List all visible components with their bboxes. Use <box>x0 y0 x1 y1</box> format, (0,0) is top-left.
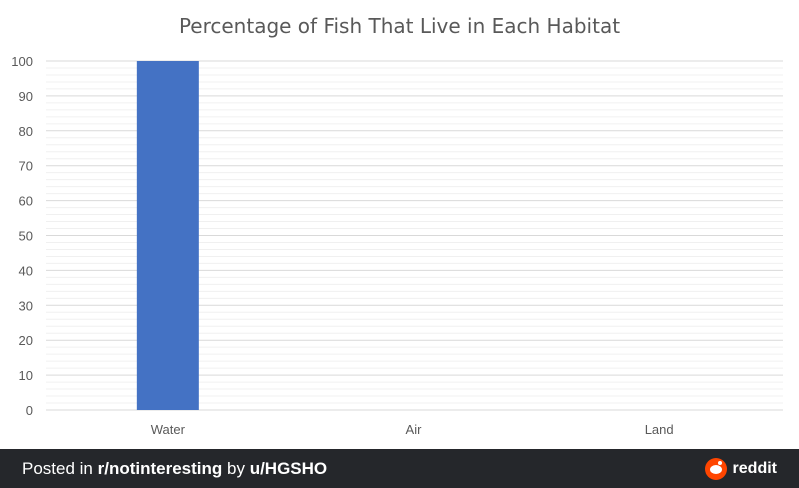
y-tick-label: 50 <box>19 229 33 244</box>
chart-area: Percentage of Fish That Live in Each Hab… <box>11 14 783 437</box>
y-tick-label: 80 <box>19 124 33 139</box>
x-tick-label-water: Water <box>151 422 186 437</box>
x-tick-label-land: Land <box>645 422 674 437</box>
reddit-snoo-icon <box>704 457 727 480</box>
user-link[interactable]: u/HGSHO <box>249 458 328 478</box>
bar-chart: 0 10 20 30 40 50 60 70 80 90 100 Water Air Land <box>11 54 783 437</box>
y-tick-label: 90 <box>19 89 33 104</box>
posted-in-text: Posted in <box>22 458 98 478</box>
bar-water <box>136 61 199 410</box>
y-tick-label: 0 <box>26 403 33 418</box>
reddit-footer: Posted in r/notinteresting by u/HGSHO re… <box>0 449 799 488</box>
y-tick-label: 30 <box>19 298 33 313</box>
y-axis-tick-labels: 0 10 20 30 40 50 60 70 80 90 100 <box>11 54 33 418</box>
reddit-wordmark: reddit <box>732 459 777 477</box>
y-tick-label: 70 <box>19 159 33 174</box>
x-axis-tick-labels: Water Air Land <box>151 422 674 437</box>
bars <box>136 61 199 410</box>
by-text: by <box>222 458 250 478</box>
x-tick-label-air: Air <box>406 422 423 437</box>
y-tick-label: 60 <box>19 194 33 209</box>
chart-title: Percentage of Fish That Live in Each Hab… <box>178 14 621 38</box>
y-tick-label: 10 <box>19 368 33 383</box>
y-tick-label: 40 <box>19 263 33 278</box>
y-tick-label: 20 <box>19 333 33 348</box>
post-attribution: Posted in r/notinteresting by u/HGSHO <box>22 459 705 479</box>
reddit-brand[interactable]: reddit <box>704 457 777 480</box>
y-tick-label: 100 <box>11 54 33 69</box>
subreddit-link[interactable]: r/notinteresting <box>97 458 223 478</box>
